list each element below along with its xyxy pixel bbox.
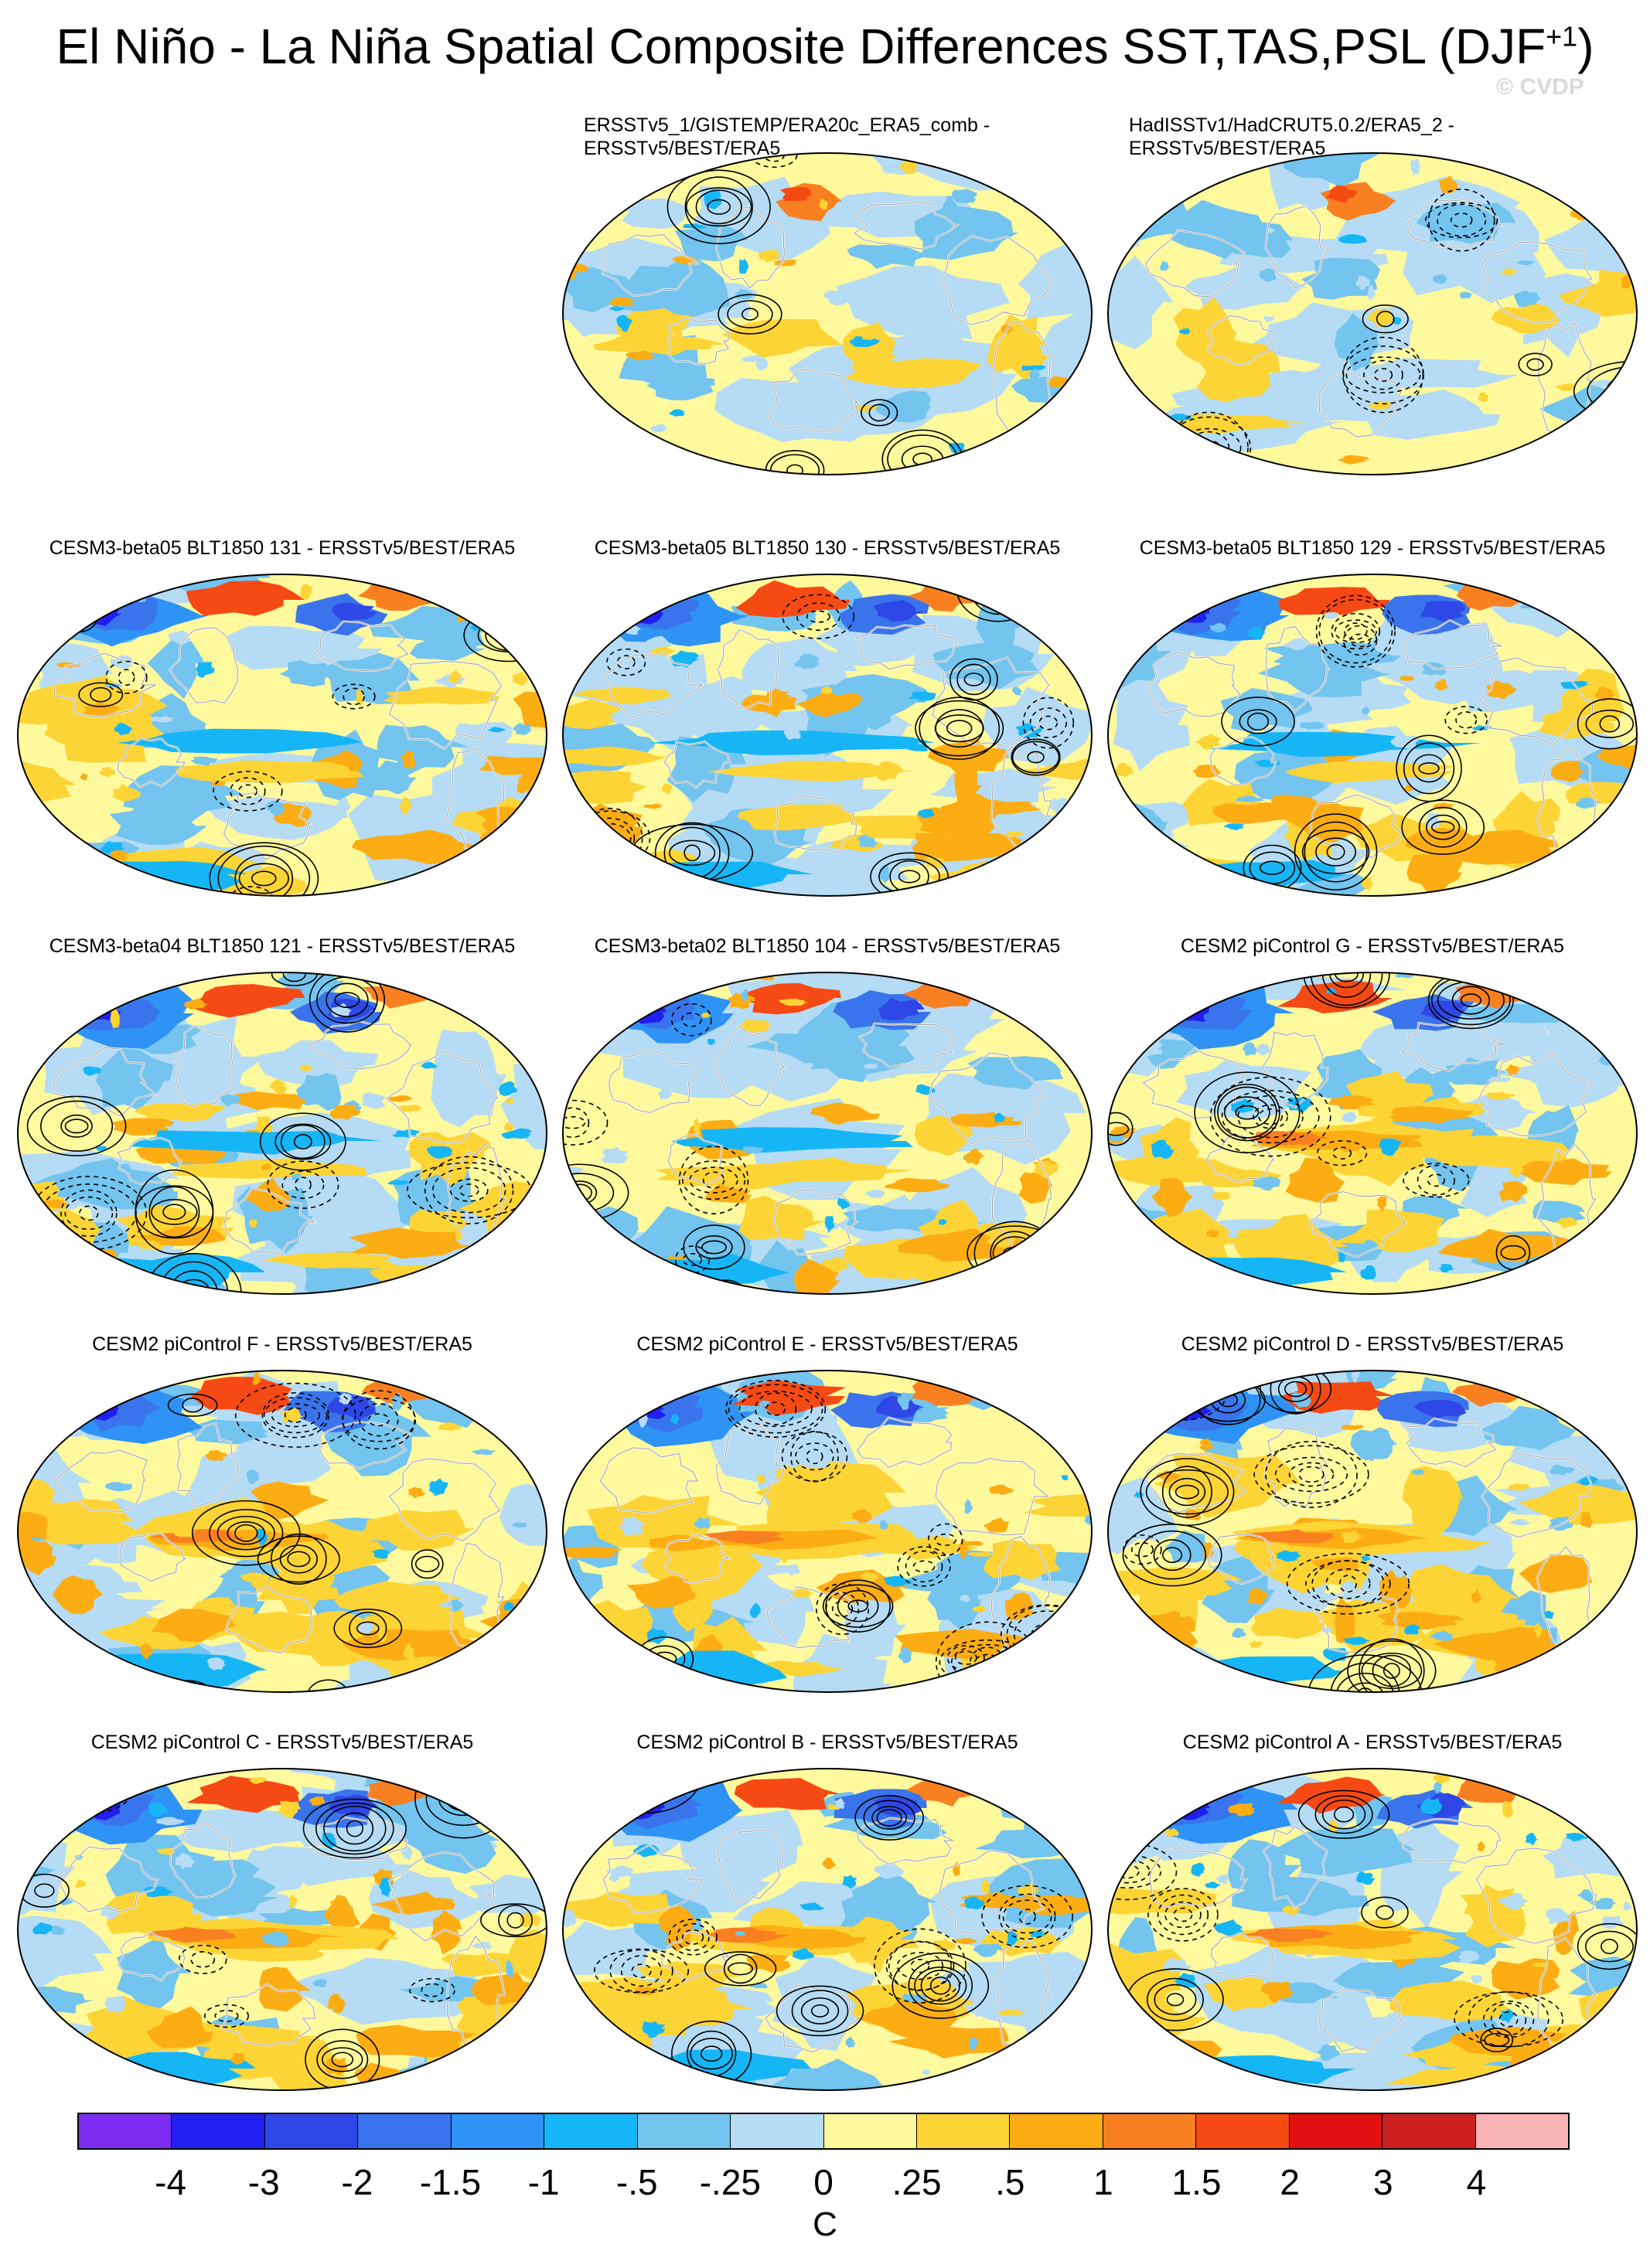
map-plot [562,152,1093,475]
map-plot [17,1768,547,2091]
colorbar-tick-label: -2 [341,2162,373,2202]
colorbar-tick-label: 2 [1280,2162,1300,2202]
map-plot [1107,574,1638,897]
map-panel: CESM2 piControl C - ERSSTv5/BEST/ERA5 [12,1720,553,2099]
colorbar [77,2113,1570,2150]
panel-title: CESM2 piControl F - ERSSTv5/BEST/ERA5 [92,1333,472,1355]
map-panel: CESM2 piControl F - ERSSTv5/BEST/ERA5 [12,1322,553,1701]
colorbar-tick-label: -4 [155,2162,187,2202]
colorbar-swatch [264,2114,359,2148]
map-plot [1107,972,1638,1295]
colorbar-swatch [451,2114,545,2148]
map-panel: CESM3-beta05 BLT1850 129 - ERSSTv5/BEST/… [1102,526,1643,904]
colorbar-tick-label: .25 [891,2162,942,2202]
map-panel: ERSSTv5_1/GISTEMP/ERA20c_ERA5_comb - ERS… [557,104,1098,483]
map-plot [562,574,1093,897]
colorbar-tick-label: -1.5 [419,2162,482,2202]
colorbar-swatch [1289,2114,1383,2148]
map-panel: CESM3-beta05 BLT1850 131 - ERSSTv5/BEST/… [12,526,553,904]
colorbar-tick-label: -3 [247,2162,280,2202]
map-plot [1107,1370,1638,1693]
colorbar-tick-label: .5 [995,2162,1025,2202]
colorbar-units: C [813,2205,837,2243]
map-panel: CESM3-beta02 BLT1850 104 - ERSSTv5/BEST/… [557,924,1098,1303]
panel-title: HadISSTv1/HadCRUT5.0.2/ERA5_2 - ERSSTv5/… [1129,114,1455,159]
colorbar-tick-label: -1 [527,2162,560,2202]
colorbar-swatch [1475,2114,1568,2148]
colorbar-tick-label: -.25 [699,2162,762,2202]
panel-title: CESM2 piControl D - ERSSTv5/BEST/ERA5 [1181,1333,1564,1355]
panel-title: CESM2 piControl G - ERSSTv5/BEST/ERA5 [1181,935,1564,957]
colorbar-swatch [544,2114,638,2148]
page-title: El Niño - La Niña Spatial Composite Diff… [56,19,1594,74]
map-plot [562,1768,1093,2091]
map-panel: CESM2 piControl E - ERSSTv5/BEST/ERA5 [557,1322,1098,1701]
watermark: © CVDP [1496,74,1584,100]
panel-title: CESM3-beta02 BLT1850 104 - ERSSTv5/BEST/… [594,935,1061,957]
colorbar-swatch [1010,2114,1103,2148]
map-panel: CESM2 piControl A - ERSSTv5/BEST/ERA5 [1102,1720,1643,2099]
map-plot [1107,152,1638,475]
colorbar-tick-label: 1.5 [1171,2162,1222,2202]
map-plot [17,972,547,1295]
colorbar-labels: -4 -3 -2 -1.5 -1 -.5 -.25 0 .25 .5 1 1.5 2 3 4 [77,2161,1570,2208]
colorbar-tick-label: 4 [1466,2162,1487,2202]
panel-title: CESM2 piControl A - ERSSTv5/BEST/ERA5 [1182,1732,1563,1753]
colorbar-swatch [637,2114,731,2148]
panel-title: CESM3-beta05 BLT1850 129 - ERSSTv5/BEST/… [1139,537,1606,559]
map-panel: CESM2 piControl B - ERSSTv5/BEST/ERA5 [557,1720,1098,2099]
colorbar-swatch [172,2114,265,2148]
panel-title: CESM3-beta05 BLT1850 131 - ERSSTv5/BEST/… [49,537,516,559]
map-plot [17,1370,547,1693]
colorbar-swatch [1196,2114,1290,2148]
map-plot [562,972,1093,1295]
panel-title: ERSSTv5_1/GISTEMP/ERA20c_ERA5_comb - ERS… [584,114,990,159]
map-panel: CESM2 piControl G - ERSSTv5/BEST/ERA5 [1102,924,1643,1303]
colorbar-tick-label: -.5 [615,2162,658,2202]
colorbar-tick-label: 0 [813,2162,834,2202]
colorbar-swatch [358,2114,452,2148]
colorbar-swatch [916,2114,1011,2148]
panel-title: CESM3-beta04 BLT1850 121 - ERSSTv5/BEST/… [49,935,516,957]
map-panel: CESM3-beta04 BLT1850 121 - ERSSTv5/BEST/… [12,924,553,1303]
colorbar-swatch [1382,2114,1476,2148]
map-panel: CESM2 piControl D - ERSSTv5/BEST/ERA5 [1102,1322,1643,1701]
panel-title: CESM2 piControl C - ERSSTv5/BEST/ERA5 [90,1732,474,1753]
map-plot [1107,1768,1638,2091]
panel-title: CESM2 piControl B - ERSSTv5/BEST/ERA5 [636,1732,1018,1753]
map-plot [17,574,547,897]
panel-title: CESM3-beta05 BLT1850 130 - ERSSTv5/BEST/… [594,537,1061,559]
colorbar-swatch [823,2114,917,2148]
colorbar-tick-label: 3 [1372,2162,1393,2202]
colorbar-swatch [79,2114,172,2148]
colorbar-swatch [731,2114,824,2148]
panel-title: CESM2 piControl E - ERSSTv5/BEST/ERA5 [636,1333,1018,1355]
map-panel: HadISSTv1/HadCRUT5.0.2/ERA5_2 - ERSSTv5/… [1102,104,1643,483]
colorbar-swatch [1103,2114,1197,2148]
map-panel: CESM3-beta05 BLT1850 130 - ERSSTv5/BEST/… [557,526,1098,904]
colorbar-tick-label: 1 [1093,2162,1113,2202]
map-plot [562,1370,1093,1693]
